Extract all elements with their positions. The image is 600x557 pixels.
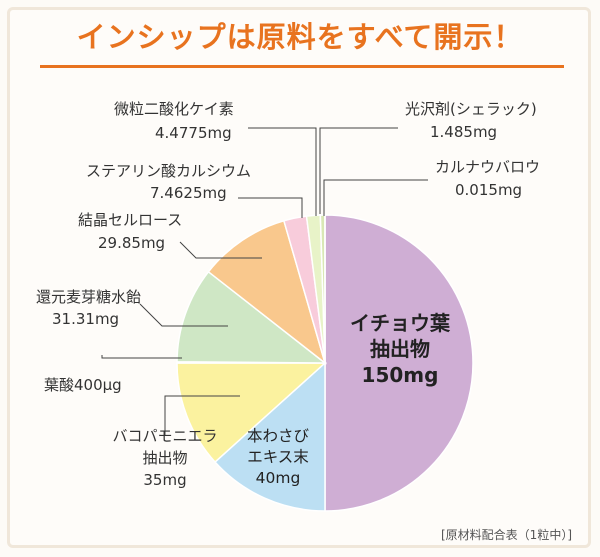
label-wasabi-name: 本わさび <box>247 427 310 445</box>
footnote: [原材料配合表（1粒中）] <box>441 528 572 542</box>
label-folic: 葉酸400μg <box>44 376 122 394</box>
pie-slice-1 <box>213 361 326 512</box>
label-stearate-name: ステアリン酸カルシウム <box>86 162 251 180</box>
label-silica-amount: 4.4775mg <box>155 124 232 142</box>
pie-slice-5 <box>207 219 327 366</box>
chart-title: インシップは原料をすべて開示！ <box>76 20 524 54</box>
label-wasabi-amount: 40mg <box>256 469 301 487</box>
label-wasabi-name-2: エキス末 <box>247 448 309 466</box>
leader-line-silica <box>248 127 317 216</box>
pie-slice-0 <box>324 214 474 512</box>
label-maltitol-amount: 31.31mg <box>52 310 119 328</box>
pie-slice-2 <box>176 362 327 464</box>
leader-line-folic <box>101 355 182 359</box>
label-shellac-name: 光沢剤(シェラック) <box>405 100 537 118</box>
label-cellulose-name: 結晶セルロース <box>78 211 182 229</box>
label-stearate-amount: 7.4625mg <box>150 184 227 202</box>
leader-line-carnauba <box>323 179 428 216</box>
leader-line-shellac <box>319 127 398 214</box>
title-underline <box>40 65 564 68</box>
label-maltitol-name: 還元麦芽糖水飴 <box>36 288 141 306</box>
label-ginkgo-amount: 150mg <box>362 363 439 387</box>
label-bacopa-amount: 35mg <box>143 471 186 489</box>
label-carnauba-amount: 0.015mg <box>455 181 522 199</box>
leader-line-bacopa <box>164 395 240 435</box>
label-ginkgo-name: イチョウ葉 <box>350 311 451 335</box>
leader-line-maltitol <box>139 303 228 327</box>
leader-line-stearate <box>238 197 303 218</box>
label-ginkgo-name-2: 抽出物 <box>370 337 430 361</box>
leader-line-cellulose <box>179 241 262 259</box>
label-cellulose-amount: 29.85mg <box>98 234 165 252</box>
label-bacopa-name-2: 抽出物 <box>142 449 187 467</box>
label-carnauba-name: カルナウバロウ <box>435 158 540 176</box>
label-shellac-amount: 1.485mg <box>430 123 497 141</box>
pie-slices <box>176 214 474 512</box>
leader-lines <box>101 127 428 435</box>
label-silica-name: 微粒二酸化ケイ素 <box>114 100 234 118</box>
label-bacopa-name: バコパモニエラ <box>112 427 217 445</box>
